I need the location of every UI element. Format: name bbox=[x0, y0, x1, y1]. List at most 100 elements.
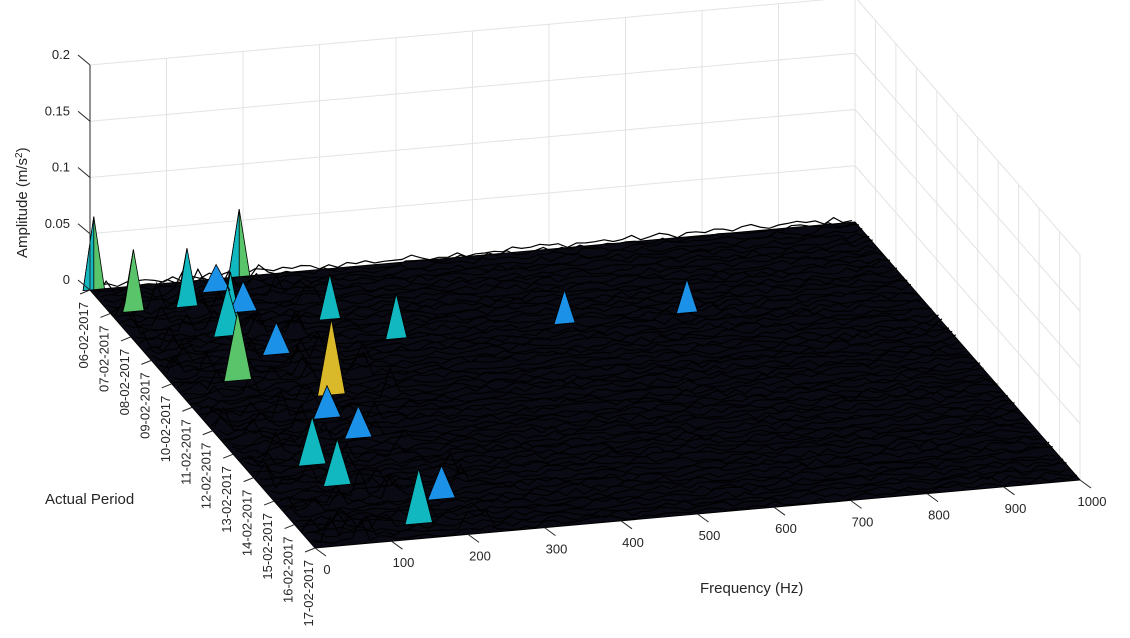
surface-peak bbox=[175, 248, 188, 308]
y-tick-mark bbox=[161, 383, 173, 389]
x-tick-label: 0 bbox=[323, 562, 330, 577]
z-tick-label: 0.15 bbox=[45, 103, 70, 118]
x-tick-mark bbox=[926, 493, 939, 503]
z-tick-label: 0.1 bbox=[52, 160, 70, 175]
surface-mesh-line bbox=[176, 314, 939, 389]
surface-mesh-line bbox=[311, 471, 1074, 542]
surface-mesh-line bbox=[186, 327, 950, 401]
y-tick-mark bbox=[141, 359, 152, 365]
surface-mesh-line bbox=[217, 362, 981, 436]
surface-mesh-line bbox=[242, 391, 1005, 464]
surface-mesh-line bbox=[273, 429, 1036, 501]
y-axis-label: Actual Period bbox=[45, 491, 134, 508]
side-wall-gridline bbox=[856, 0, 1081, 256]
x-tick-mark bbox=[314, 547, 327, 557]
back-wall-gridline bbox=[89, 109, 856, 178]
x-tick-mark bbox=[391, 540, 403, 550]
surface-mesh-line bbox=[269, 423, 1032, 495]
surface-peak bbox=[427, 464, 456, 501]
surface-mesh-line bbox=[265, 420, 1029, 490]
z-tick-mark bbox=[77, 223, 91, 235]
surface-mesh-line bbox=[314, 474, 1078, 545]
y-tick-mark bbox=[79, 289, 91, 295]
surface-mesh-line bbox=[280, 435, 1043, 508]
x-tick-label: 100 bbox=[393, 555, 415, 570]
x-tick-mark bbox=[773, 506, 786, 516]
y-tick-label: 06-02-2017 bbox=[76, 302, 91, 369]
side-wall-gridline bbox=[854, 165, 1081, 425]
surface-peak bbox=[385, 293, 397, 340]
surface-mesh-line bbox=[252, 402, 1015, 474]
surface-peak bbox=[404, 468, 434, 526]
surface-peak bbox=[261, 321, 291, 356]
z-axis-label: Amplitude (m/s2) bbox=[14, 147, 32, 258]
z-tick-mark bbox=[77, 167, 91, 178]
x-tick-mark bbox=[697, 513, 709, 523]
y-tick-label: 08-02-2017 bbox=[117, 349, 132, 416]
y-tick-label: 15-02-2017 bbox=[260, 513, 275, 580]
ticks-layer: 0 0.05 0.1 0.15 0.2 0 100 200 300 400 500 600 700 800… bbox=[45, 47, 1107, 627]
y-tick-mark bbox=[304, 547, 316, 553]
z-tick-mark bbox=[77, 110, 91, 122]
back-wall-gridline bbox=[89, 0, 827, 66]
y-tick-label: 09-02-2017 bbox=[137, 372, 152, 439]
z-tick-mark bbox=[77, 279, 91, 291]
y-tick-mark bbox=[222, 453, 234, 459]
surface-peak bbox=[228, 280, 258, 314]
x-tick-mark bbox=[620, 520, 633, 530]
y-tick-mark bbox=[182, 406, 193, 412]
surface-peak bbox=[228, 209, 240, 279]
surface-mesh-line bbox=[259, 410, 1022, 481]
surface-peak bbox=[318, 274, 331, 321]
surface-mesh-line bbox=[138, 273, 901, 344]
surface-mesh-line bbox=[159, 298, 922, 369]
x-axis-label: Frequency (Hz) bbox=[700, 580, 803, 597]
surface-mesh-line bbox=[221, 367, 984, 441]
surface-mesh-line bbox=[100, 228, 863, 298]
x-tick-label: 200 bbox=[469, 548, 491, 563]
z-tick-mark bbox=[77, 54, 91, 66]
x-tick-mark bbox=[1079, 479, 1092, 489]
y-tick-label: 10-02-2017 bbox=[158, 396, 173, 463]
surface-mesh-line bbox=[276, 434, 1039, 504]
y-tick-label: 14-02-2017 bbox=[240, 490, 255, 556]
surface-peak bbox=[553, 289, 565, 325]
surface-mesh-line bbox=[130, 264, 894, 336]
surface-mesh-line bbox=[245, 395, 1008, 468]
x-tick-mark bbox=[850, 499, 862, 509]
x-tick-label: 1000 bbox=[1078, 494, 1107, 509]
surface-mesh-line bbox=[238, 389, 1001, 461]
y-tick-mark bbox=[263, 500, 275, 506]
side-wall-gridline bbox=[854, 109, 1081, 368]
x-tick-mark bbox=[1003, 486, 1015, 496]
surface-mesh-line bbox=[283, 441, 1046, 512]
surface-peak bbox=[297, 415, 327, 467]
back-wall-gridline bbox=[89, 165, 856, 235]
x-tick-label: 500 bbox=[699, 528, 721, 543]
axes-layer bbox=[77, 54, 1092, 557]
z-tick-label: 0 bbox=[63, 272, 70, 287]
surface-peak bbox=[82, 216, 95, 292]
surface-peak bbox=[675, 278, 688, 314]
surface-peak bbox=[312, 384, 342, 420]
surface-mesh-line bbox=[134, 267, 898, 341]
side-wall-gridline bbox=[854, 52, 1081, 312]
x-tick-label: 700 bbox=[852, 514, 874, 529]
y-tick-label: 11-02-2017 bbox=[178, 419, 193, 485]
surface-mesh-line bbox=[255, 407, 1019, 479]
y-tick-label: 07-02-2017 bbox=[97, 326, 112, 393]
surface-mesh-line bbox=[141, 276, 905, 349]
surface-mesh-line bbox=[214, 361, 977, 431]
y-tick-label: 12-02-2017 bbox=[199, 443, 214, 510]
z-tick-label: 0.2 bbox=[52, 47, 70, 62]
surface-mesh-line bbox=[173, 312, 936, 385]
x-tick-mark bbox=[544, 527, 556, 537]
surface-peak bbox=[213, 284, 242, 338]
surface-mesh-line bbox=[179, 318, 943, 393]
surface-peak bbox=[343, 404, 373, 440]
surface-layer bbox=[82, 209, 1082, 549]
x-tick-label: 900 bbox=[1005, 501, 1027, 516]
back-wall-gridline bbox=[89, 52, 856, 122]
surface-mesh-line bbox=[169, 307, 932, 380]
